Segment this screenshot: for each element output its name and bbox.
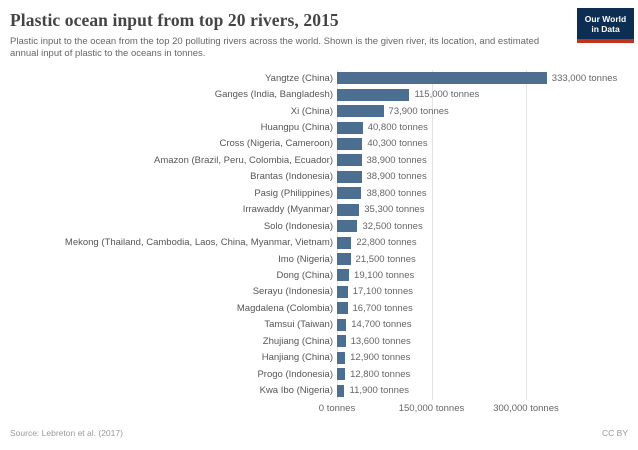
value-label: 32,500 tonnes xyxy=(362,220,423,232)
license-badge: CC BY xyxy=(602,428,628,438)
bar-row: Magdalena (Colombia) 16,700 tonnes xyxy=(0,300,638,316)
bar-row: Mekong (Thailand, Cambodia, Laos, China,… xyxy=(0,234,638,250)
bar xyxy=(337,88,410,101)
value-label: 40,800 tonnes xyxy=(367,122,428,134)
value-label: 115,000 tonnes xyxy=(414,89,480,101)
bar xyxy=(337,384,345,397)
bar xyxy=(337,285,348,298)
river-label: Tamsui (Taiwan) xyxy=(264,319,333,331)
bar xyxy=(337,236,352,249)
gridline xyxy=(337,70,338,400)
value-label: 13,600 tonnes xyxy=(350,335,411,347)
value-label: 38,900 tonnes xyxy=(366,154,427,166)
bar xyxy=(337,351,346,364)
bar-row: Cross (Nigeria, Cameroon) 40,300 tonnes xyxy=(0,136,638,152)
bar xyxy=(337,269,350,282)
river-label: Mekong (Thailand, Cambodia, Laos, China,… xyxy=(64,237,333,249)
bar xyxy=(337,318,347,331)
value-label: 16,700 tonnes xyxy=(352,302,413,314)
river-label: Dong (China) xyxy=(276,269,334,281)
bar-row: Hanjiang (China) 12,900 tonnes xyxy=(0,349,638,365)
bar xyxy=(337,203,360,216)
bar xyxy=(337,137,363,150)
river-label: Magdalena (Colombia) xyxy=(236,302,333,314)
bar-row: Pasig (Philippines) 38,800 tonnes xyxy=(0,185,638,201)
chart-subtitle: Plastic input to the ocean from the top … xyxy=(10,36,540,59)
river-label: Amazon (Brazil, Peru, Colombia, Ecuador) xyxy=(154,154,333,166)
value-label: 22,800 tonnes xyxy=(356,237,417,249)
value-label: 40,300 tonnes xyxy=(367,138,428,150)
page-title: Plastic ocean input from top 20 rivers, … xyxy=(10,10,339,30)
value-label: 38,800 tonnes xyxy=(366,187,427,199)
value-label: 333,000 tonnes xyxy=(551,72,618,84)
river-label: Kwa Ibo (Nigeria) xyxy=(259,385,333,397)
value-label: 19,100 tonnes xyxy=(354,269,415,281)
gridline xyxy=(431,70,433,400)
bar-row: Progo (Indonesia) 12,800 tonnes xyxy=(0,366,638,382)
value-label: 35,300 tonnes xyxy=(364,204,425,216)
river-label: Imo (Nigeria) xyxy=(278,253,333,265)
river-label: Pasig (Philippines) xyxy=(254,187,333,199)
river-label: Progo (Indonesia) xyxy=(257,368,333,380)
bar xyxy=(337,220,358,233)
owid-logo-line2: in Data xyxy=(591,23,620,34)
bar xyxy=(337,187,362,200)
value-label: 11,900 tonnes xyxy=(349,385,409,397)
x-tick-label: 0 tonnes xyxy=(318,403,356,414)
gridline xyxy=(526,70,527,400)
x-axis-ticks: 0 tonnes 150,000 tonnes 300,000 tonnes xyxy=(0,403,638,417)
river-label: Xi (China) xyxy=(290,105,333,117)
bar xyxy=(337,170,362,183)
river-label: Ganges (India, Bangladesh) xyxy=(214,89,333,101)
owid-logo: Our World in Data xyxy=(577,8,634,43)
river-label: Brantas (Indonesia) xyxy=(250,171,333,183)
bar xyxy=(337,121,363,134)
bar xyxy=(337,302,348,315)
river-label: Hanjiang (China) xyxy=(261,352,333,364)
source-note: Source: Lebreton et al. (2017) xyxy=(10,428,123,438)
bar-row: Yangtze (China) 333,000 tonnes xyxy=(0,70,638,86)
bar xyxy=(337,72,547,85)
river-label: Cross (Nigeria, Cameroon) xyxy=(219,138,333,150)
river-label: Irrawaddy (Myanmar) xyxy=(242,204,333,216)
value-label: 12,900 tonnes xyxy=(350,352,411,364)
bar-rows: Yangtze (China) 333,000 tonnes Ganges (Ind… xyxy=(0,70,638,399)
bar xyxy=(337,154,362,167)
bar-row: Huangpu (China) 40,800 tonnes xyxy=(0,119,638,135)
x-tick-label: 300,000 tonnes xyxy=(493,403,559,414)
bar-row: Serayu (Indonesia) 17,100 tonnes xyxy=(0,284,638,300)
river-label: Zhujiang (China) xyxy=(262,335,333,347)
bar-row: Xi (China) 73,900 tonnes xyxy=(0,103,638,119)
value-label: 14,700 tonnes xyxy=(351,319,412,331)
bar-row: Imo (Nigeria) 21,500 tonnes xyxy=(0,251,638,267)
value-label: 12,800 tonnes xyxy=(350,368,411,380)
bar xyxy=(337,253,351,266)
river-label: Yangtze (China) xyxy=(265,72,333,84)
owid-logo-line1: Our World xyxy=(584,13,627,24)
value-label: 73,900 tonnes xyxy=(388,105,449,117)
bar xyxy=(337,335,346,348)
bar-row: Dong (China) 19,100 tonnes xyxy=(0,267,638,283)
river-label: Solo (Indonesia) xyxy=(263,220,333,232)
bar-row: Tamsui (Taiwan) 14,700 tonnes xyxy=(0,317,638,333)
bar-row: Zhujiang (China) 13,600 tonnes xyxy=(0,333,638,349)
river-label: Serayu (Indonesia) xyxy=(252,286,333,298)
river-label: Huangpu (China) xyxy=(260,122,333,134)
bar-row: Amazon (Brazil, Peru, Colombia, Ecuador)… xyxy=(0,152,638,168)
bar xyxy=(337,105,384,118)
value-label: 17,100 tonnes xyxy=(352,286,413,298)
bar-row: Solo (Indonesia) 32,500 tonnes xyxy=(0,218,638,234)
bar-row: Brantas (Indonesia) 38,900 tonnes xyxy=(0,169,638,185)
bar-row: Kwa Ibo (Nigeria) 11,900 tonnes xyxy=(0,382,638,398)
value-label: 21,500 tonnes xyxy=(355,253,416,265)
bar-row: Ganges (India, Bangladesh) 115,000 tonnes xyxy=(0,86,638,102)
bar xyxy=(337,368,346,381)
value-label: 38,900 tonnes xyxy=(366,171,427,183)
bar-row: Irrawaddy (Myanmar) 35,300 tonnes xyxy=(0,202,638,218)
x-tick-label: 150,000 tonnes xyxy=(398,403,465,414)
